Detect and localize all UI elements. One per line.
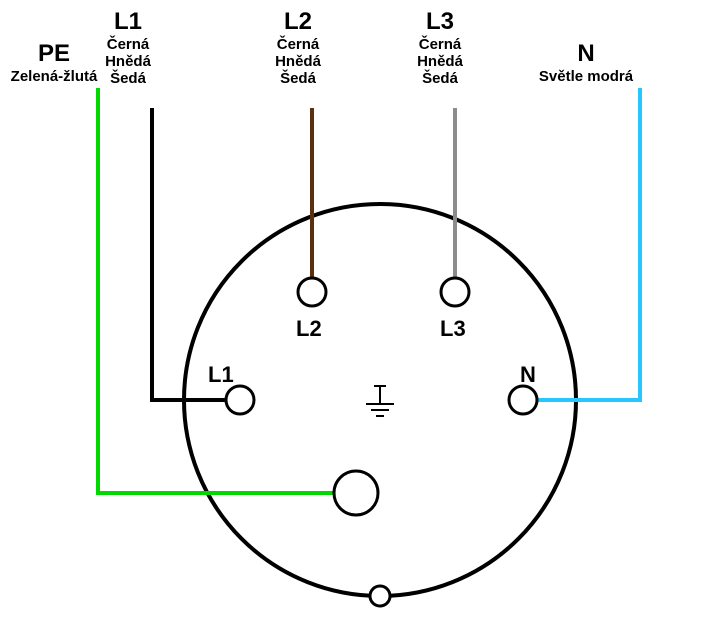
label-l1-sub-0: Černá xyxy=(68,36,188,53)
label-l2-sub-2: Šedá xyxy=(238,70,358,87)
label-l2-title: L2 xyxy=(238,8,358,36)
label-l3-title: L3 xyxy=(380,8,500,36)
label-l3-sub-0: Černá xyxy=(380,36,500,53)
wiring-diagram xyxy=(0,0,702,629)
pin-label-l1: L1 xyxy=(208,362,234,388)
label-l1-sub-1: Hnědá xyxy=(68,53,188,70)
label-l1: L1 Černá Hnědá Šedá xyxy=(68,8,188,87)
label-l1-title: L1 xyxy=(68,8,188,36)
label-l2: L2 Černá Hnědá Šedá xyxy=(238,8,358,87)
label-l3-sub-1: Hnědá xyxy=(380,53,500,70)
pin-label-n: N xyxy=(520,362,536,388)
label-l1-sub-2: Šedá xyxy=(68,70,188,87)
label-n-sub-0: Světle modrá xyxy=(526,68,646,85)
label-l2-sub-1: Hnědá xyxy=(238,53,358,70)
label-l2-sub-0: Černá xyxy=(238,36,358,53)
label-l3: L3 Černá Hnědá Šedá xyxy=(380,8,500,87)
label-l3-sub-2: Šedá xyxy=(380,70,500,87)
pin-label-l2: L2 xyxy=(296,316,322,342)
label-n: N Světle modrá xyxy=(526,40,646,85)
label-n-title: N xyxy=(526,40,646,68)
pin-label-l3: L3 xyxy=(440,316,466,342)
